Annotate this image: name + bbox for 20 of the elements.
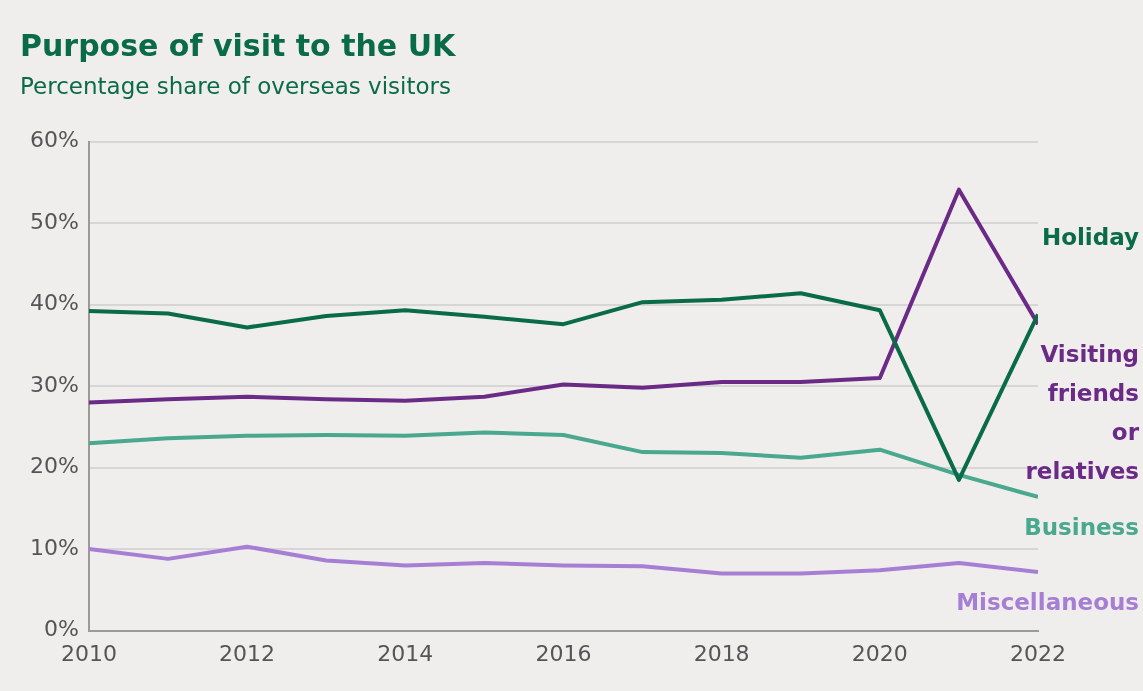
- x-tick-label: 2010: [60, 640, 117, 666]
- y-tick-label: 40%: [29, 290, 79, 316]
- y-tick-label: 0%: [43, 616, 79, 642]
- series-label: Miscellaneous: [956, 588, 1139, 615]
- x-tick-label: 2014: [377, 640, 434, 666]
- x-tick-label: 2012: [219, 640, 276, 666]
- series-label: Visiting friends or relatives: [1025, 341, 1140, 485]
- y-tick-label: 10%: [29, 534, 79, 560]
- text: Holiday: [1041, 224, 1139, 251]
- y-tick-label: 60%: [29, 127, 79, 153]
- x-tick-label: 2020: [851, 640, 908, 666]
- chart-subtitle: Percentage share of overseas visitors: [20, 72, 451, 99]
- x-tick-label: 2022: [1010, 640, 1066, 666]
- x-tick-label: 2018: [693, 640, 750, 666]
- x-tick-label: 2016: [535, 640, 592, 666]
- y-tick-label: 50%: [29, 208, 79, 234]
- y-tick-label: 20%: [29, 453, 79, 479]
- y-tick-label: 30%: [29, 371, 79, 397]
- series-label: Business: [1024, 513, 1139, 540]
- chart-title: Purpose of visit to the UK: [20, 27, 457, 63]
